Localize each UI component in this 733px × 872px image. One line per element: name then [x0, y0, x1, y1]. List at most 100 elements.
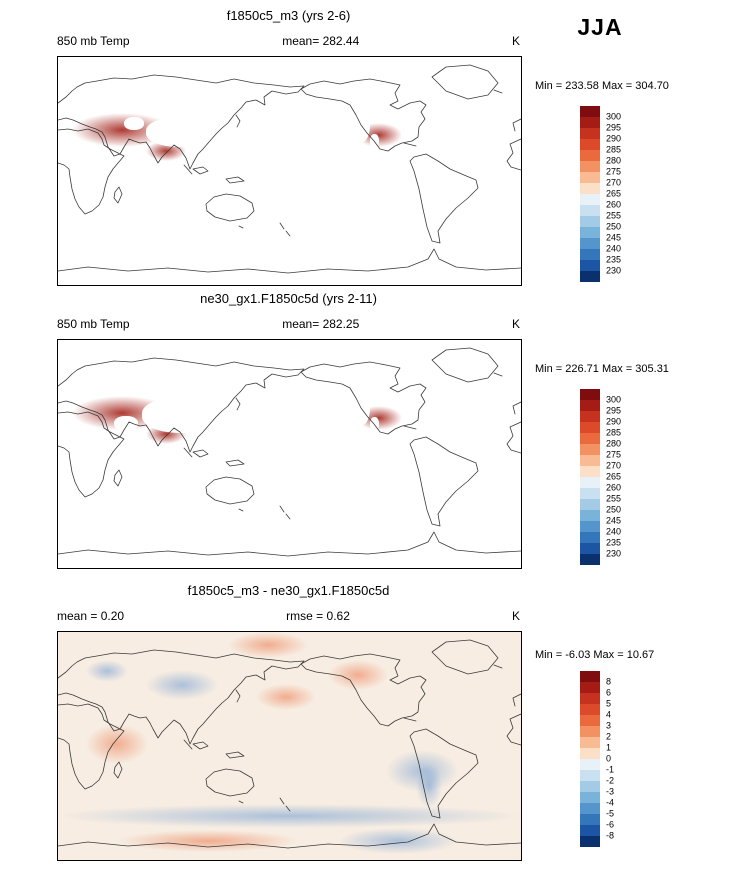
units-label: K: [511, 34, 520, 48]
colorbar-tick-label: -8: [606, 830, 615, 841]
colorbar-box: [580, 216, 600, 227]
colorbar-box: [580, 543, 600, 554]
mean-label: mean= 282.44: [282, 34, 360, 48]
colorbar-tick-label: 275: [606, 166, 622, 177]
colorbar-tick-label: -1: [606, 764, 615, 775]
colorbar-box: [580, 433, 600, 444]
colorbar-tick-label: 230: [606, 548, 622, 559]
colorbar-tick-label: 300: [606, 394, 622, 405]
minmax-label: Min = -6.03 Max = 10.67: [535, 649, 655, 661]
colorbar-tick-label: 250: [606, 504, 622, 515]
colorbar-box: [580, 671, 600, 682]
contour-map-case2: [57, 339, 522, 569]
colorbar-tick-label: 285: [606, 427, 622, 438]
colorbar-box: [580, 781, 600, 792]
season-label: JJA: [577, 14, 623, 40]
mean-label: mean= 282.25: [282, 317, 360, 331]
colorbar-box: [580, 726, 600, 737]
colorbar-tick-label: 270: [606, 177, 622, 188]
colorbar-tick-label: 260: [606, 482, 622, 493]
minmax-label: Min = 233.58 Max = 304.70: [535, 80, 669, 92]
colorbar-tick-label: 245: [606, 232, 622, 243]
colorbar-tick-label: 235: [606, 537, 622, 548]
units-label: K: [511, 609, 520, 623]
colorbar-box: [580, 444, 600, 455]
colorbar-box: [580, 455, 600, 466]
colorbar-box: [580, 227, 600, 238]
colorbar-box: [580, 161, 600, 172]
colorbar-tick-label: 0: [606, 753, 612, 764]
colorbar-box: [580, 554, 600, 565]
panel-meta-row: 850 mb Temp mean= 282.25 K: [57, 317, 520, 331]
colorbar-tick-label: 285: [606, 144, 622, 155]
colorbar-tick-label: 255: [606, 493, 622, 504]
colorbar-tick-label: 265: [606, 471, 622, 482]
colorbar-box: [580, 759, 600, 770]
colorbar-tick-label: 2: [606, 731, 612, 742]
colorbar-tick-label: 250: [606, 221, 622, 232]
minmax-label: Min = 226.71 Max = 305.31: [535, 363, 669, 375]
colorbar-box: [580, 737, 600, 748]
colorbar-box: [580, 389, 600, 400]
colorbar-tick-label: 270: [606, 460, 622, 471]
panel-case1: f1850c5_m3 (yrs 2-6) 850 mb Temp mean= 2…: [0, 6, 733, 289]
colorbar-box: [580, 792, 600, 803]
colorbar-tick-label: -2: [606, 775, 615, 786]
colorbar-tick-label: 230: [606, 265, 622, 276]
rmse-label: rmse = 0.62: [286, 609, 350, 623]
colorbar-tick-label: 6: [606, 687, 612, 698]
colorbar-box: [580, 139, 600, 150]
colorbar-tick-label: 3: [606, 720, 612, 731]
colorbar-tick-label: 265: [606, 188, 622, 199]
units-label: K: [511, 317, 520, 331]
colorbar-box: [580, 477, 600, 488]
variable-label: 850 mb Temp: [57, 34, 130, 48]
colorbar-tick-label: 295: [606, 122, 622, 133]
colorbar-box: [580, 521, 600, 532]
colorbar-tick-label: 275: [606, 449, 622, 460]
colorbar-case2: 300 295 290 285 280 275 270 265 260 255 250 245 240 2…: [580, 389, 650, 565]
colorbar-tick-label: 290: [606, 416, 622, 427]
colorbar-tick-label: 290: [606, 133, 622, 144]
colorbar-box: [580, 466, 600, 477]
colorbar-tick-label: 4: [606, 709, 612, 720]
colorbar-box: [580, 499, 600, 510]
colorbar-tick-label: -6: [606, 819, 615, 830]
colorbar-box: [580, 271, 600, 282]
colorbar-tick-label: 1: [606, 742, 612, 753]
variable-label: 850 mb Temp: [57, 317, 130, 331]
colorbar-box: [580, 128, 600, 139]
colorbar-box: [580, 249, 600, 260]
colorbar-box: [580, 803, 600, 814]
mean-label: mean = 0.20: [57, 609, 125, 623]
colorbar-box: [580, 704, 600, 715]
colorbar-box: [580, 836, 600, 847]
colorbar-box: [580, 172, 600, 183]
colorbar-box: [580, 260, 600, 271]
colorbar-tick-label: 240: [606, 243, 622, 254]
colorbar-box: [580, 106, 600, 117]
colorbar-box: [580, 183, 600, 194]
colorbar-tick-label: 235: [606, 254, 622, 265]
colorbar-tick-label: -3: [606, 786, 615, 797]
colorbar-box: [580, 748, 600, 759]
colorbar-box: [580, 693, 600, 704]
colorbar-box: [580, 715, 600, 726]
colorbar-tick-label: 255: [606, 210, 622, 221]
coastlines-overlay: [58, 639, 521, 849]
colorbar-box: [580, 150, 600, 161]
colorbar-box: [580, 238, 600, 249]
colorbar-box: [580, 422, 600, 433]
contour-map-difference: [57, 631, 522, 861]
contour-map-case1: [57, 56, 522, 286]
panel-difference: f1850c5_m3 - ne30_gx1.F1850c5d mean = 0.…: [0, 581, 733, 864]
colorbar-box: [580, 825, 600, 836]
panel-meta-row: 850 mb Temp mean= 282.44 K: [57, 34, 520, 48]
colorbar-tick-label: 260: [606, 199, 622, 210]
panel-title: f1850c5_m3 (yrs 2-6): [226, 8, 351, 23]
colorbar-box: [580, 117, 600, 128]
colorbar-tick-label: 245: [606, 515, 622, 526]
panel-title: f1850c5_m3 - ne30_gx1.F1850c5d: [187, 583, 390, 598]
colorbar-box: [580, 400, 600, 411]
